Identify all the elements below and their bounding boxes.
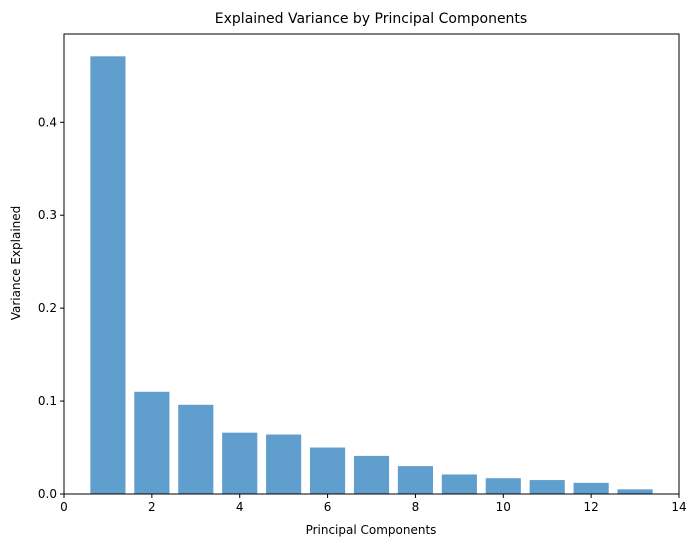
x-tick-label: 4 <box>236 500 244 514</box>
bar-pc-3 <box>178 404 214 494</box>
y-tick-label: 0.1 <box>38 394 57 408</box>
bar-pc-13 <box>617 489 653 494</box>
y-tick-label: 0.3 <box>38 208 57 222</box>
bar-pc-9 <box>441 474 477 494</box>
bar-pc-8 <box>397 466 433 494</box>
bars-group <box>90 56 653 494</box>
x-tick-label: 14 <box>671 500 686 514</box>
bar-pc-2 <box>134 391 170 494</box>
y-tick-label: 0.0 <box>38 487 57 501</box>
bar-pc-4 <box>222 432 258 494</box>
x-tick-label: 0 <box>60 500 68 514</box>
bar-pc-5 <box>266 434 302 494</box>
bar-pc-12 <box>573 482 609 494</box>
axes-group: 0 2 4 6 8 10 12 14 0.0 0.1 0.2 0.3 0.4 <box>38 33 687 514</box>
y-tick-label: 0.2 <box>38 301 57 315</box>
x-tick-label: 12 <box>584 500 599 514</box>
x-tick-label: 8 <box>412 500 420 514</box>
chart-title: Explained Variance by Principal Componen… <box>215 11 527 27</box>
y-axis-label: Variance Explained <box>9 206 23 321</box>
plot-frame <box>63 33 680 495</box>
bar-pc-10 <box>485 478 521 494</box>
bar-pc-11 <box>529 480 565 494</box>
x-tick-label: 2 <box>148 500 156 514</box>
x-tick-label: 10 <box>496 500 511 514</box>
bar-pc-6 <box>310 447 346 494</box>
bar-pc-1 <box>90 56 126 494</box>
x-axis-label: Principal Components <box>306 523 437 537</box>
x-tick-label: 6 <box>324 500 332 514</box>
y-tick-label: 0.4 <box>38 115 57 129</box>
bar-pc-7 <box>353 455 390 494</box>
